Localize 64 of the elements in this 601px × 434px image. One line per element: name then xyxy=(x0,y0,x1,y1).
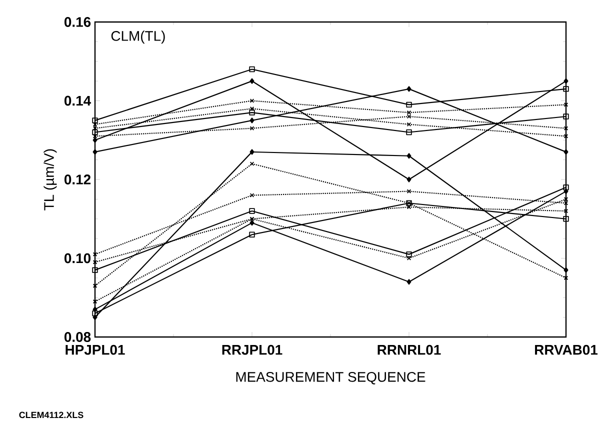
point xyxy=(249,110,255,116)
point xyxy=(564,197,568,202)
y-tick-label: 0.12 xyxy=(64,174,91,184)
y-tick-label: 0.14 xyxy=(64,96,92,106)
point xyxy=(250,162,254,166)
point xyxy=(406,279,412,285)
point xyxy=(249,208,255,214)
point xyxy=(564,267,568,273)
x-tick-label: RRJPL01 xyxy=(222,344,282,355)
point xyxy=(92,129,98,136)
point xyxy=(564,276,568,280)
point xyxy=(250,193,254,198)
point xyxy=(92,122,98,127)
y-tick-label: 0.16 xyxy=(64,17,91,27)
point xyxy=(406,114,412,119)
point xyxy=(564,188,568,194)
point xyxy=(406,110,412,115)
point xyxy=(406,251,412,258)
point xyxy=(250,149,254,155)
point xyxy=(406,153,412,159)
x-tick-label: RRNRL01 xyxy=(378,344,441,355)
point xyxy=(92,118,98,124)
point xyxy=(92,267,98,273)
point xyxy=(250,106,254,111)
point xyxy=(406,176,412,182)
point xyxy=(564,134,568,138)
y-tick-label: 0.08 xyxy=(64,332,91,342)
point xyxy=(406,204,412,210)
point xyxy=(406,189,412,194)
point xyxy=(250,220,254,226)
point xyxy=(92,299,98,304)
x-axis-title: MEASUREMENT SEQUENCE xyxy=(236,372,426,384)
point xyxy=(564,208,568,214)
y-tick-label: 0.10 xyxy=(64,253,91,264)
x-tick-label: RRVAB01 xyxy=(535,344,598,355)
point xyxy=(92,314,98,320)
point xyxy=(564,78,568,84)
point xyxy=(406,102,412,108)
y-axis-title: TL (µm/V) xyxy=(44,149,57,210)
point xyxy=(563,86,569,92)
point xyxy=(250,126,254,130)
point xyxy=(250,78,254,84)
point xyxy=(249,232,255,238)
point xyxy=(564,200,568,206)
point xyxy=(564,149,568,155)
point xyxy=(563,114,569,120)
point xyxy=(406,86,412,92)
point xyxy=(406,129,412,136)
point xyxy=(406,122,412,127)
point xyxy=(564,126,568,130)
point xyxy=(92,284,98,288)
point xyxy=(92,260,98,264)
point xyxy=(406,256,412,260)
text: CLEM4112.XLS xyxy=(19,412,84,418)
point xyxy=(563,216,569,222)
point xyxy=(564,102,568,107)
point xyxy=(249,66,255,72)
point xyxy=(92,252,98,256)
x-tick-label: HPJPL01 xyxy=(66,344,125,355)
point xyxy=(250,118,254,124)
point xyxy=(250,98,254,103)
point xyxy=(92,137,98,143)
annotation: CLM(TL) xyxy=(111,30,165,44)
point xyxy=(92,149,98,155)
